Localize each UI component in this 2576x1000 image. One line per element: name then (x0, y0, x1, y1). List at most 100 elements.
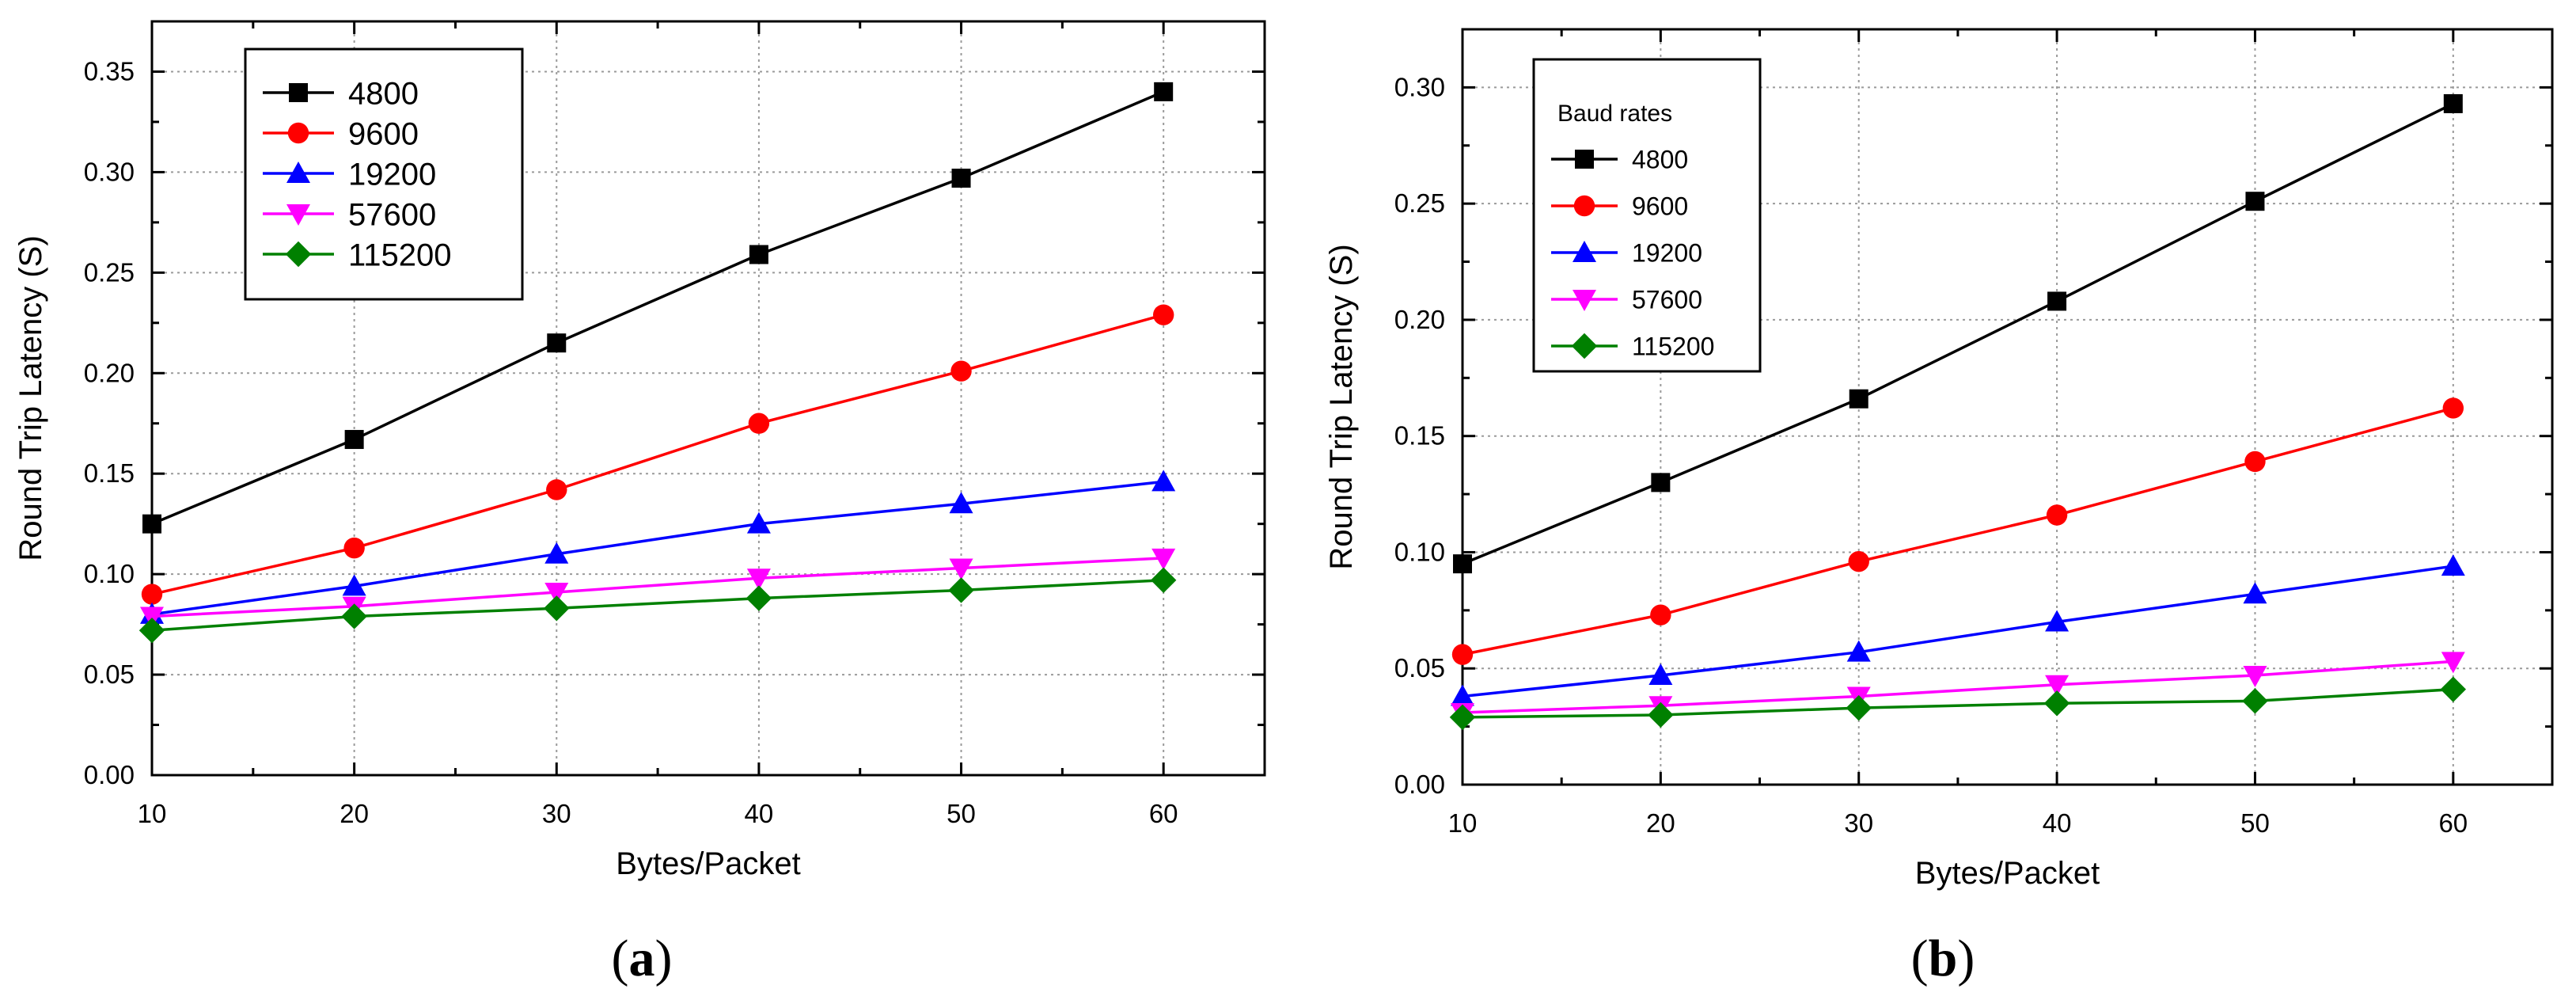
x-axis-title: Bytes/Packet (1915, 856, 2100, 891)
data-point-19200 (2441, 554, 2465, 576)
data-point-4800 (1849, 389, 1868, 409)
y-tick-label: 0.15 (1394, 421, 1445, 451)
data-point-4800 (1154, 82, 1174, 101)
data-point-115200 (2043, 690, 2070, 717)
panel-label: (b) (1911, 930, 1975, 987)
y-axis-title: Round Trip Latency (S) (1324, 244, 1359, 569)
legend-marker-19200 (286, 162, 310, 183)
data-point-57600 (746, 568, 771, 591)
panel-label-letter: a (629, 930, 655, 987)
axes-frame (150, 20, 1266, 777)
y-tick-label: 0.35 (84, 56, 135, 86)
y-tick-label: 0.15 (84, 458, 135, 488)
data-point-19200 (949, 492, 973, 514)
series-line-115200 (151, 579, 1164, 632)
data-point-19200 (2045, 610, 2070, 632)
data-point-57600 (1151, 548, 1176, 570)
data-point-19200 (1648, 663, 1673, 686)
legend-marker-9600 (1573, 195, 1595, 217)
series-line-9600 (1462, 406, 2454, 656)
panel-label-open-paren: ( (1911, 930, 1929, 987)
legend-title: Baud rates (1557, 101, 1672, 127)
data-point-19200 (746, 511, 771, 534)
series-line-115200 (1462, 687, 2453, 719)
data-point-9600 (546, 479, 567, 500)
data-point-19200 (342, 574, 366, 596)
legend: 4800 9600 19200 57600 115200 (244, 48, 524, 301)
x-tick-label: 50 (2240, 808, 2270, 838)
series-line-57600 (151, 557, 1164, 618)
data-point-4800 (344, 430, 364, 450)
legend-label-19200: 19200 (1632, 239, 1702, 268)
legend-marker-57600 (1573, 290, 1596, 311)
y-tick-label: 0.05 (1394, 653, 1445, 683)
x-tick-label: 10 (138, 799, 167, 828)
data-point-19200 (544, 542, 569, 564)
data-point-115200 (1150, 567, 1177, 593)
data-point-4800 (2245, 192, 2265, 211)
legend-label-57600: 57600 (348, 197, 436, 232)
panel-label-letter: b (1929, 930, 1958, 987)
data-point-57600 (2441, 652, 2465, 674)
y-tick-label: 0.25 (84, 257, 135, 287)
data-point-4800 (1453, 554, 1472, 574)
y-tick-label: 0.05 (84, 660, 135, 689)
data-point-9600 (950, 360, 972, 382)
x-tick-label: 40 (745, 799, 774, 828)
data-point-4800 (142, 514, 161, 534)
legend-label-4800: 4800 (1632, 146, 1688, 174)
data-point-115200 (1846, 694, 1872, 721)
legend-marker-19200 (1573, 241, 1596, 262)
data-point-115200 (1648, 702, 1674, 728)
series-line-4800 (1462, 102, 2454, 565)
data-point-115200 (544, 595, 570, 622)
legend-marker-4800 (1575, 150, 1594, 169)
x-tick-label: 10 (1448, 808, 1478, 838)
data-point-115200 (745, 585, 772, 611)
data-point-9600 (343, 537, 365, 559)
legend-label-9600: 9600 (1632, 192, 1688, 221)
panel-label-close-paren: ) (1957, 930, 1975, 987)
series-line-19200 (1462, 565, 2454, 698)
panel-label-close-paren: ) (655, 930, 673, 987)
y-tick-label: 0.25 (1394, 188, 1445, 218)
legend-label-115200: 115200 (348, 238, 452, 272)
data-point-4800 (547, 333, 567, 353)
data-point-4800 (2047, 291, 2067, 311)
data-point-9600 (1451, 644, 1474, 665)
x-tick-label: 40 (2043, 808, 2072, 838)
data-point-4800 (951, 169, 971, 188)
data-point-4800 (749, 245, 768, 264)
data-point-115200 (948, 577, 974, 603)
series-line-57600 (1462, 660, 2453, 714)
series-line-19200 (151, 480, 1164, 616)
data-point-9600 (2244, 451, 2266, 473)
data-point-115200 (138, 618, 165, 644)
legend-marker-9600 (287, 122, 309, 144)
legend: Baud rates 4800 9600 19200 57600 115200 (1532, 58, 1762, 373)
legend-marker-57600 (286, 204, 310, 226)
legend-label-19200: 19200 (348, 157, 436, 192)
legend-label-115200: 115200 (1632, 333, 1714, 361)
data-point-9600 (1848, 551, 1869, 572)
legend-label-9600: 9600 (348, 116, 419, 151)
data-point-19200 (1451, 684, 1474, 706)
y-tick-label: 0.20 (84, 358, 135, 387)
y-tick-label: 0.00 (1394, 770, 1445, 799)
data-point-4800 (1651, 473, 1671, 492)
data-point-9600 (2046, 504, 2068, 526)
data-point-9600 (1152, 304, 1174, 325)
legend-label-4800: 4800 (348, 76, 419, 111)
legend-marker-115200 (285, 241, 312, 268)
axes-frame (1461, 28, 2554, 786)
y-axis-title: Round Trip Latency (S) (13, 235, 48, 561)
panel-label-open-paren: ( (612, 930, 629, 987)
data-point-115200 (2440, 676, 2467, 702)
legend-marker-4800 (289, 83, 308, 102)
y-tick-label: 0.20 (1394, 305, 1445, 334)
legend-label-57600: 57600 (1632, 286, 1702, 314)
y-tick-label: 0.30 (84, 157, 135, 186)
legend-box (1532, 58, 1762, 373)
x-tick-label: 60 (1149, 799, 1178, 828)
data-point-115200 (1449, 704, 1476, 731)
